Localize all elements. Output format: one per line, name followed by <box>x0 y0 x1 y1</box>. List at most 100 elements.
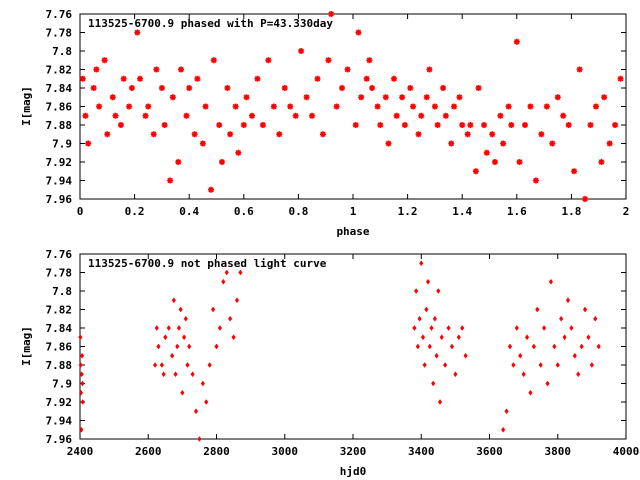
unphased-x-axis-label: hjd0 <box>340 465 367 478</box>
unphased-y-tick-label: 7.8 <box>52 285 72 298</box>
phased-x-tick-label: 0.6 <box>234 205 254 218</box>
unphased-y-tick-label: 7.82 <box>46 304 73 317</box>
phased-data-point <box>224 85 231 91</box>
unphased-x-tick-label: 2600 <box>135 445 162 458</box>
phased-data-point <box>191 131 198 138</box>
phased-data-point <box>543 103 550 110</box>
phased-y-tick-label: 7.96 <box>46 193 73 206</box>
unphased-data-point <box>422 362 427 368</box>
phased-data-point <box>423 94 430 101</box>
phased-x-tick-label: 1.6 <box>507 205 527 218</box>
unphased-data-point <box>234 297 240 304</box>
phased-data-point <box>178 66 185 73</box>
unphased-chart-title: 113525-6700.9 not phased light curve <box>88 257 327 270</box>
phased-data-point <box>475 85 482 91</box>
phased-x-tick-label: 0.2 <box>125 205 145 218</box>
phased-data-point <box>390 75 397 82</box>
phased-data-point <box>254 75 261 82</box>
unphased-data-point <box>171 297 176 304</box>
unphased-data-point <box>166 325 171 331</box>
unphased-plot-frame <box>79 253 627 440</box>
phased-data-point <box>186 85 193 91</box>
phased-data-point <box>385 140 392 147</box>
unphased-data-point <box>420 334 426 341</box>
phased-data-point <box>554 94 561 101</box>
phased-data-point <box>183 112 190 119</box>
unphased-data-point <box>79 426 84 433</box>
unphased-data-point <box>200 380 205 387</box>
unphased-data-point <box>170 352 175 359</box>
unphased-y-tick-label: 7.84 <box>46 322 73 335</box>
unphased-data-point <box>531 343 536 350</box>
unphased-y-tick-label: 7.78 <box>46 267 73 280</box>
unphased-data-point <box>80 399 85 405</box>
phased-data-point <box>292 112 299 119</box>
unphased-data-point <box>190 371 195 378</box>
phased-data-point <box>79 75 86 82</box>
phased-data-point <box>328 11 335 17</box>
phased-data-point <box>287 103 294 110</box>
phased-data-point <box>497 112 504 119</box>
unphased-y-tick-label: 7.92 <box>46 396 73 409</box>
unphased-x-tick-label: 2400 <box>67 445 94 458</box>
unphased-data-point <box>427 343 432 350</box>
unphased-data-point <box>193 408 199 415</box>
phased-data-point <box>235 149 242 156</box>
unphased-data-point <box>446 325 451 331</box>
unphased-data-point <box>419 260 424 267</box>
phased-points <box>79 11 624 202</box>
phased-data-point <box>598 159 605 165</box>
unphased-data-point <box>79 371 84 378</box>
unphased-data-point <box>79 352 85 359</box>
phased-data-point <box>150 131 157 138</box>
phased-x-tick-label: 2 <box>623 205 630 218</box>
unphased-data-point <box>504 408 509 415</box>
phased-data-point <box>259 122 266 128</box>
phased-data-point <box>399 94 406 101</box>
unphased-x-tick-label: 3400 <box>408 445 435 458</box>
phased-data-point <box>601 94 608 101</box>
phased-x-tick-label: 1.8 <box>561 205 581 218</box>
unphased-data-point <box>541 325 547 331</box>
unphased-data-point <box>456 334 461 341</box>
unphased-data-point <box>511 362 516 368</box>
unphased-data-point <box>204 399 209 405</box>
unphased-data-point <box>582 306 588 313</box>
unphased-data-point <box>565 297 571 304</box>
phased-data-point <box>169 94 176 101</box>
phased-data-point <box>240 122 247 128</box>
phased-data-point <box>216 122 223 128</box>
phased-data-point <box>459 122 466 128</box>
unphased-data-point <box>181 334 187 341</box>
phased-data-point <box>448 140 455 147</box>
phased-x-tick-label: 0 <box>77 205 84 218</box>
phased-data-point <box>167 177 174 184</box>
phased-data-point <box>587 122 594 128</box>
unphased-y-tick-label: 7.9 <box>52 378 72 391</box>
phased-y-tick-label: 7.9 <box>52 138 72 151</box>
phased-data-point <box>208 186 215 193</box>
phased-data-point <box>489 131 496 138</box>
phased-y-tick-label: 7.78 <box>46 27 73 40</box>
unphased-data-point <box>183 315 188 322</box>
phased-data-point <box>142 112 149 119</box>
unphased-data-point <box>538 362 543 368</box>
phased-data-point <box>265 57 272 64</box>
phased-data-point <box>426 66 433 73</box>
unphased-data-point <box>210 306 216 313</box>
unphased-data-point <box>579 343 584 350</box>
unphased-y-tick-label: 7.76 <box>46 248 73 261</box>
phased-data-point <box>401 122 408 128</box>
phased-data-point <box>606 140 613 147</box>
unphased-data-point <box>159 362 165 368</box>
phased-data-point <box>481 122 488 128</box>
unphased-data-point <box>425 278 431 285</box>
phased-data-point <box>377 122 384 128</box>
unphased-data-point <box>414 288 419 294</box>
unphased-data-point <box>460 325 465 331</box>
unphased-data-point <box>572 352 577 359</box>
phased-y-tick-label: 7.88 <box>46 119 73 132</box>
unphased-data-point <box>217 325 223 331</box>
phased-data-point <box>137 75 144 82</box>
unphased-data-point <box>154 325 159 331</box>
